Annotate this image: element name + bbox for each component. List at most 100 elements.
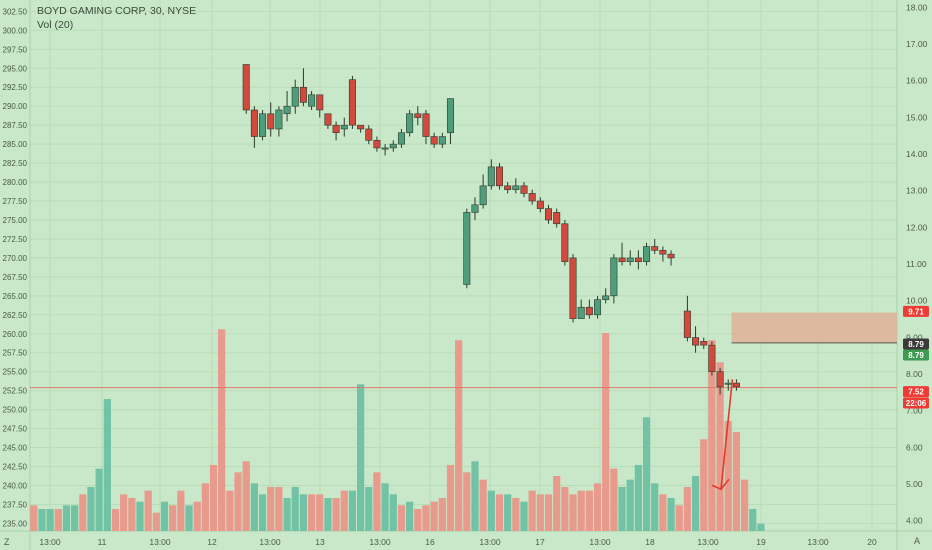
candle-body [716,371,724,388]
last-price-badge [903,397,929,409]
price-badges: 9.71 8.79 8.79 7.52 22:06 [903,305,929,409]
candle-body [618,257,626,263]
right-price-axis: 4.00 5.00 6.00 7.00 8.00 9.00 10.00 11.00 12.00 1… [906,2,928,525]
candle-body [316,94,324,111]
volume-bar [553,475,561,531]
candle-body [553,212,561,225]
last-price-badge [903,338,929,350]
left-tick-label: 302.50 [3,7,28,16]
left-tick-label: 277.50 [3,197,28,206]
right-tick-label: 10.00 [906,296,928,306]
left-tick-label: 300.00 [3,26,28,35]
volume-bar [528,490,536,531]
volume-bar [340,490,348,531]
volume-bar [283,497,291,531]
candle-body [332,124,340,134]
volume-bar [218,329,226,531]
volume-bar [258,494,267,531]
volume-bar [79,494,87,531]
volume-bar [438,497,446,531]
volume-bar [201,483,209,531]
candle-body [373,140,381,149]
right-tick-label: 5.00 [906,479,923,489]
left-tick-label: 285.00 [3,140,28,149]
resistance-zone [731,312,897,343]
timezone-toggle[interactable]: Z [4,537,10,547]
volume-bar [291,486,299,531]
candle-body [275,109,283,130]
candle-body [414,113,422,118]
candle-body [594,299,602,316]
volume-bar [144,490,152,531]
volume-bar [757,523,765,531]
time-tick-label: 20 [867,537,877,547]
candle-body [520,185,528,194]
volume-bar [46,508,54,531]
volume-bar [430,501,438,531]
candle-body [667,253,675,259]
last-price-badge [903,349,929,361]
candle-body [299,86,307,103]
volume-bar [54,508,62,531]
candle-body [577,306,585,319]
left-tick-label: 240.00 [3,481,28,490]
time-tick-label: 13:00 [259,537,281,547]
volume-indicator-label[interactable]: Vol (20) [37,19,74,31]
candle-body [406,113,414,134]
last-price-badge [903,305,929,317]
volume-bar [71,505,79,531]
volume-bar [422,505,430,531]
volume-bar [593,483,602,531]
right-tick-label: 7.00 [906,406,923,416]
time-tick-label: 13:00 [479,537,501,547]
right-tick-label: 11.00 [906,259,927,269]
volume-bar [332,497,340,531]
left-tick-label: 275.00 [3,216,28,225]
volume-bar [414,508,422,531]
left-tick-label: 245.00 [3,444,28,453]
time-tick-label: 12 [207,537,217,547]
time-tick-label: 11 [98,537,107,547]
volume-bar [307,494,316,531]
volume-bar [610,468,618,531]
candle-body [708,344,716,372]
right-tick-label: 15.00 [906,112,928,122]
auto-scale-toggle[interactable]: A [914,536,921,546]
candle-body [365,128,373,141]
time-tick-label: 13:00 [149,537,171,547]
candle-body [430,136,438,145]
volume-bar [512,497,520,531]
left-tick-label: 297.50 [3,45,28,54]
left-tick-label: 265.00 [3,292,28,301]
volume-bar [38,508,46,531]
volume-bar [740,479,749,531]
candle-body [487,166,495,187]
candle-body [397,132,405,145]
candle-body [536,200,544,209]
candle-body [659,250,667,255]
volume-bar [120,494,128,531]
volume-bar [708,340,716,531]
left-tick-label: 267.50 [3,273,28,282]
candle-body [512,185,520,190]
volume-bar [536,494,544,531]
right-tick-label: 4.00 [906,516,923,526]
right-tick-label: 13.00 [906,186,928,196]
volume-bar [667,497,675,531]
volume-bar [169,505,177,531]
volume-bar [365,486,373,531]
volume-bar [242,461,250,531]
candle-body [242,64,250,111]
volume-bar [700,439,708,531]
last-price-label: 22:06 [906,399,927,408]
volume-bar [357,384,365,531]
volume-bar [659,494,667,531]
volume-bar [324,497,332,531]
volume-bar [691,475,700,531]
candle-body [495,166,503,187]
candle-body [308,94,316,107]
volume-bar [128,497,136,531]
time-tick-label: 17 [535,537,545,547]
volume-bar [62,505,71,531]
